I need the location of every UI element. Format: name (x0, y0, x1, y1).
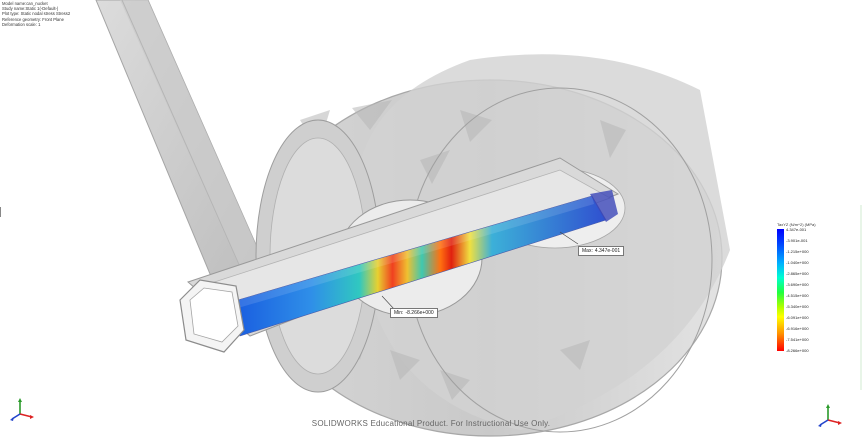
study-info: Model name:can_nucket Study name:Static … (2, 1, 70, 27)
stressed-shaft (237, 190, 618, 337)
info-study-name: Study name:Static 1(-Default-) (2, 6, 59, 12)
legend-tick: -1.040e+000 (786, 260, 809, 265)
stress-legend[interactable]: TaxYZ (N/m^2) (MPa) 4.347e-001 -3.901e-0… (777, 222, 835, 353)
edu-watermark: SOLIDWORKS Educational Product. For Inst… (311, 419, 551, 428)
legend-tick: -5.340e+000 (786, 304, 809, 309)
legend-tick: -7.541e+000 (786, 337, 809, 342)
max-callout[interactable]: Max: 4.347e-001 (578, 246, 625, 256)
legend-tick: -4.515e+000 (786, 293, 809, 298)
legend-tick: 4.347e-001 (786, 227, 807, 232)
legend-tick: -2.865e+000 (786, 271, 809, 276)
left-edge-handle[interactable] (0, 207, 4, 217)
legend-color-bar (777, 229, 784, 351)
legend-tick: -3.901e-001 (786, 238, 808, 243)
max-value: 4.347e-001 (594, 248, 621, 254)
right-edge-strip (860, 205, 862, 390)
legend-tick: -1.215e+000 (786, 249, 809, 254)
info-model-name: Model name:can_nucket (2, 1, 48, 6)
min-callout[interactable]: Min: -8.266e+000 (390, 308, 438, 318)
info-deformation-scale: Deformation scale: 1 (2, 21, 41, 27)
axis-triad-icon (10, 398, 34, 421)
min-value: -8.266e+000 (405, 310, 434, 316)
tube-end (179, 279, 245, 353)
max-label: Max: (582, 248, 593, 254)
legend-tick: -6.916e+000 (786, 326, 809, 331)
min-leader (381, 295, 395, 310)
info-reference-geometry: Reference geometry: Front Plane (2, 16, 64, 22)
orientation-triad-icon[interactable] (816, 404, 846, 430)
legend-tick: -6.091e+000 (786, 315, 809, 320)
legend-ticks: 4.347e-001 -3.901e-001 -1.215e+000 -1.04… (786, 227, 809, 353)
min-label: Min: (394, 310, 404, 316)
arm-body (95, 0, 269, 299)
legend-tick: -3.690e+000 (786, 282, 809, 287)
info-plot-type: Plot type: Static nodal stress Stress2 (2, 11, 71, 17)
max-leader (559, 231, 579, 245)
legend-title: TaxYZ (N/m^2) (MPa) (777, 222, 816, 227)
legend-tick: -8.266e+000 (786, 348, 809, 353)
